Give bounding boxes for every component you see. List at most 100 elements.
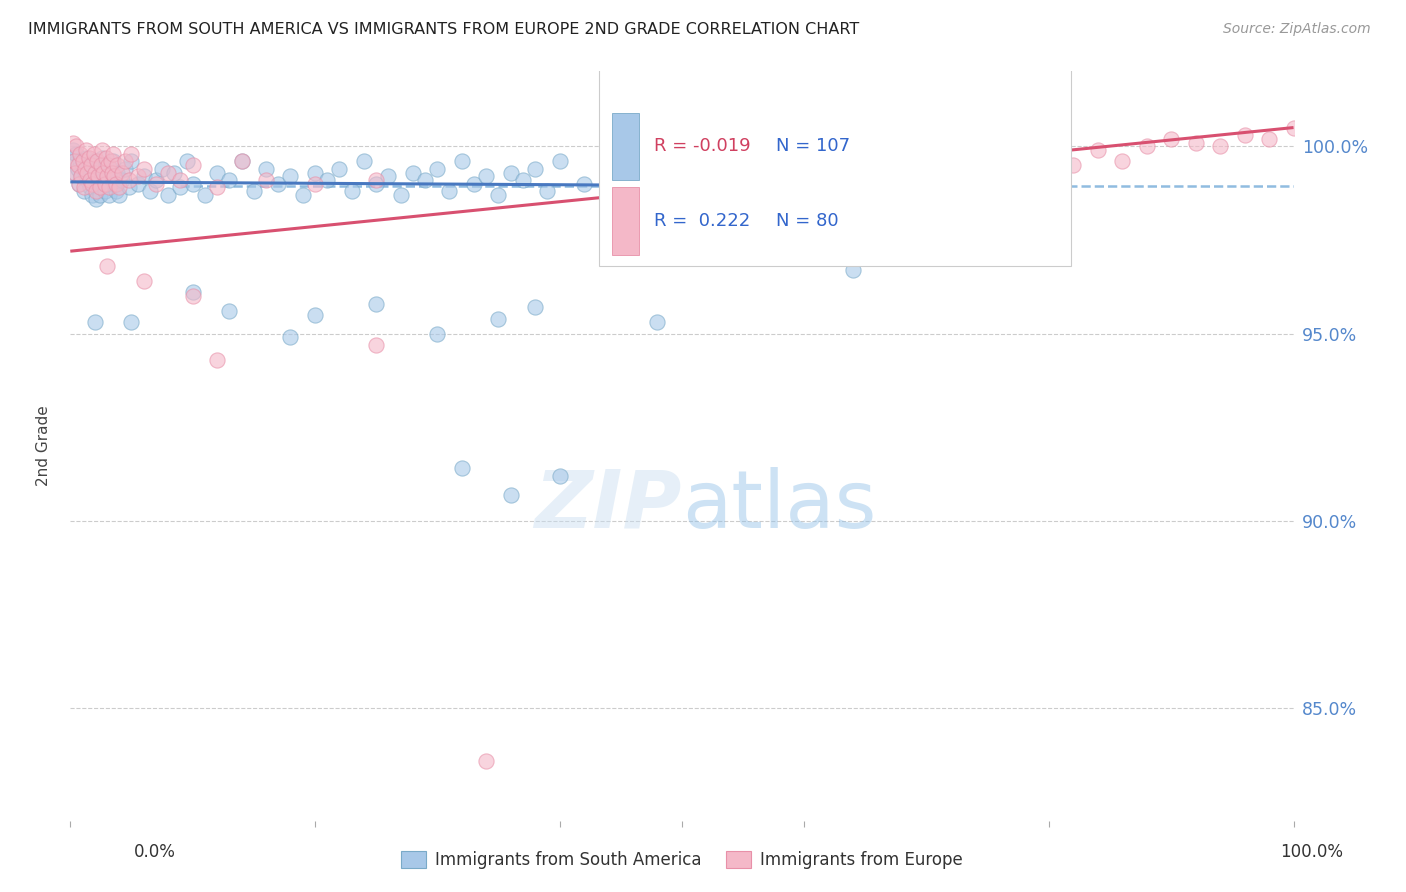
Point — [86, 154, 108, 169]
Point — [63, 154, 86, 169]
Point — [413, 173, 436, 187]
Point — [304, 177, 326, 191]
Point — [111, 165, 134, 179]
Point — [66, 158, 89, 172]
Text: ZIP: ZIP — [534, 467, 682, 545]
Point — [75, 143, 97, 157]
Point — [181, 177, 204, 191]
Point — [1111, 154, 1133, 169]
Point — [671, 173, 693, 187]
Point — [1062, 158, 1084, 172]
Point — [90, 158, 112, 172]
Bar — [612, 187, 640, 255]
Point — [267, 177, 290, 191]
Point — [89, 180, 111, 194]
Point — [87, 169, 110, 184]
Point — [111, 173, 134, 187]
Text: 2nd Grade: 2nd Grade — [37, 406, 51, 486]
Point — [96, 169, 118, 184]
Point — [548, 154, 571, 169]
Text: N = 107: N = 107 — [776, 137, 851, 155]
Point — [1184, 136, 1206, 150]
Point — [366, 173, 388, 187]
Point — [69, 154, 91, 169]
Point — [340, 184, 363, 198]
Point — [328, 161, 350, 176]
Point — [73, 180, 96, 194]
Point — [94, 158, 117, 172]
Point — [488, 188, 510, 202]
Point — [1038, 165, 1060, 179]
Point — [73, 184, 96, 198]
Point — [169, 180, 191, 194]
Point — [181, 285, 204, 300]
Point — [101, 165, 124, 179]
Point — [243, 184, 266, 198]
Point — [80, 158, 103, 172]
Point — [91, 165, 114, 179]
Point — [169, 173, 191, 187]
Point — [817, 244, 839, 259]
Point — [84, 184, 107, 198]
Point — [291, 188, 314, 202]
Point — [145, 173, 167, 187]
Point — [79, 180, 101, 194]
Point — [108, 188, 131, 202]
Point — [72, 158, 94, 172]
Point — [82, 177, 104, 191]
Point — [647, 165, 669, 179]
Point — [114, 161, 136, 176]
Point — [205, 352, 228, 367]
Point — [86, 161, 108, 176]
Point — [181, 158, 204, 172]
Point — [389, 188, 412, 202]
Bar — [612, 112, 640, 180]
Text: IMMIGRANTS FROM SOUTH AMERICA VS IMMIGRANTS FROM EUROPE 2ND GRADE CORRELATION CH: IMMIGRANTS FROM SOUTH AMERICA VS IMMIGRA… — [28, 22, 859, 37]
Point — [76, 165, 98, 179]
Point — [118, 180, 141, 194]
Point — [80, 165, 103, 179]
Point — [108, 180, 131, 194]
Point — [100, 154, 122, 169]
Point — [101, 154, 124, 169]
Point — [121, 154, 143, 169]
Point — [62, 136, 84, 150]
Point — [75, 151, 97, 165]
Point — [817, 173, 839, 187]
Point — [316, 173, 339, 187]
Point — [366, 338, 388, 352]
Legend: Immigrants from South America, Immigrants from Europe: Immigrants from South America, Immigrant… — [395, 845, 969, 876]
Point — [621, 188, 644, 202]
Point — [499, 165, 522, 179]
Text: 0.0%: 0.0% — [134, 843, 176, 861]
Point — [842, 240, 865, 254]
Text: R = -0.019: R = -0.019 — [654, 137, 751, 155]
Point — [1160, 132, 1182, 146]
Point — [536, 184, 558, 198]
Point — [1282, 120, 1305, 135]
Point — [1258, 132, 1281, 146]
Point — [103, 177, 125, 191]
Point — [77, 158, 100, 172]
Text: Source: ZipAtlas.com: Source: ZipAtlas.com — [1223, 22, 1371, 37]
Point — [127, 169, 149, 184]
Point — [114, 154, 136, 169]
Point — [79, 173, 101, 187]
Text: R =  0.222: R = 0.222 — [654, 212, 749, 230]
Point — [304, 308, 326, 322]
Point — [1233, 128, 1256, 142]
Point — [72, 154, 94, 169]
Point — [769, 226, 792, 240]
Point — [91, 173, 114, 187]
Point — [842, 263, 865, 277]
Text: N = 80: N = 80 — [776, 212, 839, 230]
Point — [96, 259, 118, 273]
Point — [524, 301, 547, 315]
Point — [426, 161, 449, 176]
Point — [163, 165, 186, 179]
Point — [98, 188, 121, 202]
Point — [450, 461, 472, 475]
Point — [1087, 143, 1109, 157]
Point — [132, 161, 155, 176]
Point — [939, 184, 962, 198]
